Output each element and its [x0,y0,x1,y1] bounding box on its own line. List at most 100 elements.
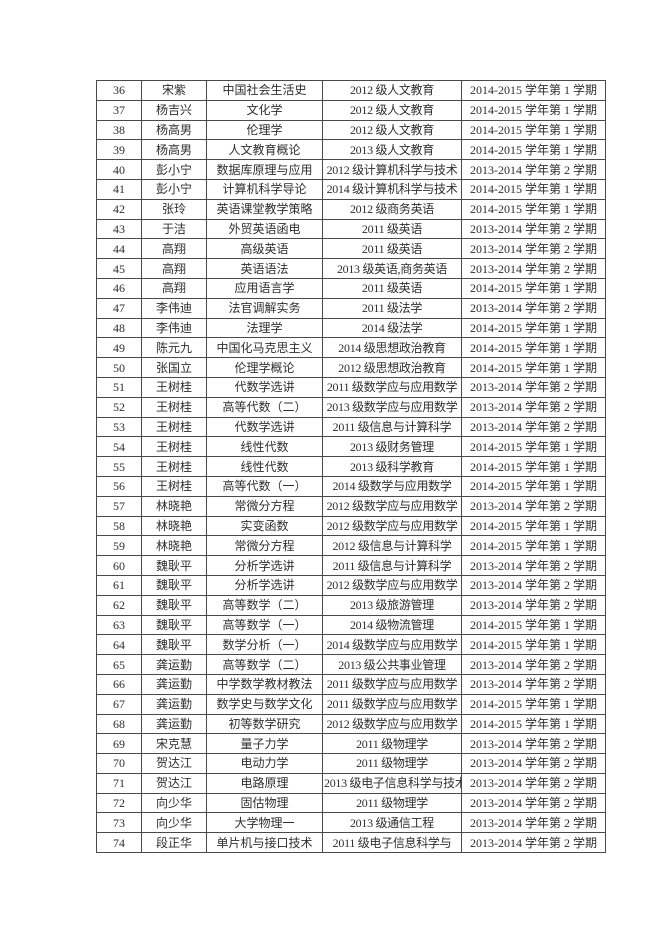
cell-course-name: 高等数学（二） [206,654,323,675]
cell-class-name: 2011 级英语 [322,277,462,299]
cell-semester: 2014-2015 学年第 1 学期 [461,614,606,636]
cell-row-number: 56 [96,475,142,497]
cell-semester: 2014-2015 学年第 1 学期 [461,515,606,537]
cell-teacher-name: 宋克慧 [141,733,207,755]
cell-row-number: 39 [96,139,142,161]
cell-row-number: 37 [96,99,142,121]
cell-class-name: 2011 级物理学 [322,733,462,755]
cell-semester: 2014-2015 学年第 1 学期 [461,317,606,339]
cell-row-number: 52 [96,396,142,418]
cell-class-name: 2014 级法学 [322,317,462,339]
cell-row-number: 74 [96,832,142,854]
course-table: 36 宋紫 中国社会生活史 2012 级人文教育 2014-2015 学年第 1 学期 3… [96,80,606,854]
cell-teacher-name: 贺达江 [141,753,207,774]
table-row: 47 李伟迪 法官调解实务 2011 级法学 2013-2014 学年第 2 学期 [96,297,606,319]
cell-course-name: 法理学 [206,317,323,339]
cell-class-name: 2011 级电子信息科学与 [322,832,462,854]
cell-teacher-name: 张国立 [141,357,207,378]
cell-course-name: 外贸英语函电 [206,218,323,240]
cell-semester: 2013-2014 学年第 2 学期 [461,654,606,675]
cell-course-name: 数据库原理与应用 [206,159,323,180]
cell-row-number: 38 [96,119,142,141]
cell-row-number: 43 [96,218,142,240]
cell-semester: 2013-2014 学年第 2 学期 [461,396,606,418]
cell-teacher-name: 龚运勤 [141,654,207,675]
cell-teacher-name: 段正华 [141,832,207,854]
cell-teacher-name: 魏耿平 [141,614,207,636]
cell-teacher-name: 贺达江 [141,772,207,794]
table-row: 62 魏耿平 高等数学（二） 2013 级旅游管理 2013-2014 学年第 2 学期 [96,594,606,616]
cell-semester: 2014-2015 学年第 1 学期 [461,436,606,458]
table-row: 63 魏耿平 高等数学（一） 2014 级物流管理 2014-2015 学年第 1 学期 [96,614,606,636]
cell-teacher-name: 向少华 [141,792,207,814]
cell-course-name: 中国社会生活史 [206,80,323,101]
cell-teacher-name: 魏耿平 [141,634,207,656]
cell-row-number: 50 [96,357,142,378]
cell-semester: 2013-2014 学年第 2 学期 [461,733,606,755]
cell-semester: 2014-2015 学年第 1 学期 [461,99,606,121]
cell-teacher-name: 陈元九 [141,337,207,359]
table-row: 39 杨高男 人文教育概论 2013 级人文教育 2014-2015 学年第 1 学期 [96,139,606,161]
cell-course-name: 电路原理 [206,772,323,794]
table-row: 40 彭小宁 数据库原理与应用 2012 级计算机科学与技术 2013-2014 学年第… [96,159,606,180]
cell-row-number: 65 [96,654,142,675]
cell-course-name: 实变函数 [206,515,323,537]
cell-semester: 2013-2014 学年第 2 学期 [461,832,606,854]
cell-semester: 2013-2014 学年第 2 学期 [461,218,606,240]
cell-row-number: 48 [96,317,142,339]
cell-course-name: 初等数学研究 [206,713,323,735]
cell-class-name: 2013 级公共事业管理 [322,654,462,675]
cell-row-number: 66 [96,673,142,695]
cell-teacher-name: 于洁 [141,218,207,240]
cell-teacher-name: 杨高男 [141,139,207,161]
cell-row-number: 58 [96,515,142,537]
cell-teacher-name: 高翔 [141,238,207,260]
cell-class-name: 2011 级物理学 [322,792,462,814]
cell-class-name: 2014 级计算机科学与技术 [322,178,462,200]
cell-semester: 2014-2015 学年第 1 学期 [461,634,606,656]
cell-teacher-name: 李伟迪 [141,297,207,319]
cell-semester: 2014-2015 学年第 1 学期 [461,475,606,497]
table-row: 72 向少华 固估物理 2011 级物理学 2013-2014 学年第 2 学期 [96,792,606,814]
cell-teacher-name: 杨吉兴 [141,99,207,121]
table-row: 44 高翔 高级英语 2011 级英语 2013-2014 学年第 2 学期 [96,238,606,260]
cell-class-name: 2012 级人文教育 [322,119,462,141]
cell-semester: 2013-2014 学年第 2 学期 [461,753,606,774]
table-row: 60 魏耿平 分析学选讲 2011 级信息与计算科学 2013-2014 学年第 2 学… [96,555,606,576]
cell-semester: 2014-2015 学年第 1 学期 [461,337,606,359]
cell-class-name: 2012 级数学应与应用数学 [322,713,462,735]
cell-row-number: 47 [96,297,142,319]
cell-row-number: 46 [96,277,142,299]
cell-course-name: 线性代数 [206,436,323,458]
cell-teacher-name: 魏耿平 [141,555,207,576]
cell-class-name: 2013 级通信工程 [322,812,462,834]
cell-teacher-name: 魏耿平 [141,594,207,616]
cell-semester: 2014-2015 学年第 1 学期 [461,139,606,161]
cell-course-name: 高级英语 [206,238,323,260]
cell-course-name: 文化学 [206,99,323,121]
table-row: 61 魏耿平 分析学选讲 2012 级数学应与应用数学 2013-2014 学年第 2 … [96,574,606,596]
cell-class-name: 2013 级电子信息科学与技术 [322,772,462,794]
table-row: 66 龚运勤 中学数学教材教法 2011 级数学应与应用数学 2013-2014 学年第… [96,673,606,695]
cell-row-number: 67 [96,693,142,715]
cell-class-name: 2012 级商务英语 [322,198,462,220]
cell-semester: 2013-2014 学年第 2 学期 [461,495,606,517]
cell-row-number: 62 [96,594,142,616]
cell-semester: 2013-2014 学年第 2 学期 [461,376,606,398]
cell-course-name: 高等代数（二） [206,396,323,418]
cell-course-name: 分析学选讲 [206,574,323,596]
cell-course-name: 英语语法 [206,258,323,279]
cell-class-name: 2011 级数学应与应用数学 [322,673,462,695]
cell-class-name: 2012 级人文教育 [322,99,462,121]
cell-course-name: 单片机与接口技术 [206,832,323,854]
table-row: 51 王树桂 代数学选讲 2011 级数学应与应用数学 2013-2014 学年第 2 … [96,376,606,398]
cell-teacher-name: 林晓艳 [141,515,207,537]
cell-semester: 2014-2015 学年第 1 学期 [461,357,606,378]
cell-course-name: 应用语言学 [206,277,323,299]
cell-teacher-name: 王树桂 [141,456,207,477]
cell-course-name: 高等代数（一） [206,475,323,497]
cell-semester: 2013-2014 学年第 2 学期 [461,555,606,576]
cell-row-number: 68 [96,713,142,735]
cell-teacher-name: 李伟迪 [141,317,207,339]
